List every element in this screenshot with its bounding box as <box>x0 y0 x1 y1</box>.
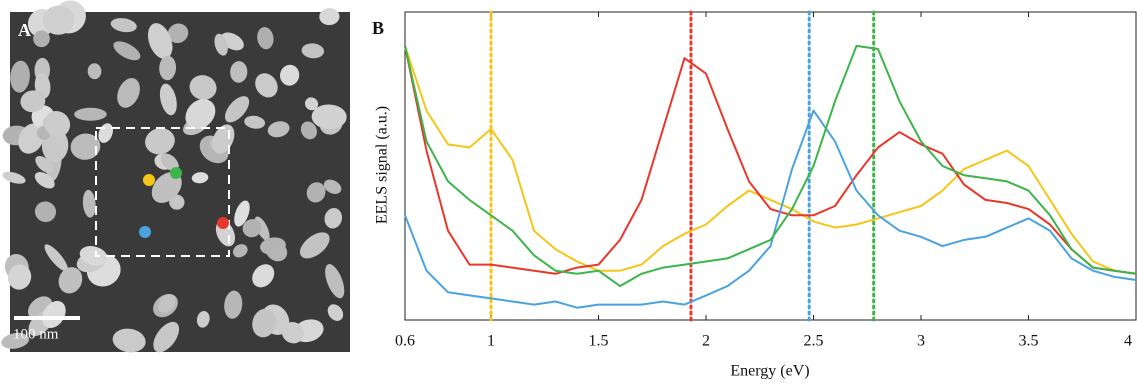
probe-dot <box>139 226 151 238</box>
x-tick-label: 4 <box>1124 333 1132 350</box>
x-tick-label: 1 <box>487 333 495 350</box>
particle <box>191 172 209 184</box>
particle <box>34 201 57 223</box>
particle <box>20 90 46 113</box>
particle <box>242 219 262 238</box>
particle <box>153 321 180 353</box>
particles <box>1 0 347 353</box>
particle <box>42 5 75 35</box>
spectrum-line <box>404 109 1137 309</box>
plot-frame <box>404 11 1137 321</box>
particle <box>82 189 96 218</box>
particle <box>70 133 101 160</box>
particle <box>42 300 66 329</box>
particle <box>160 153 179 172</box>
particle <box>300 121 317 140</box>
particle <box>34 172 55 189</box>
particle <box>327 304 344 321</box>
particle <box>113 41 141 61</box>
particle <box>267 121 290 138</box>
particle <box>257 27 274 50</box>
particle <box>35 155 54 174</box>
particle <box>167 23 189 44</box>
x-tick-label: 2.5 <box>804 333 824 350</box>
y-axis-label: EELS signal (a.u.) <box>374 106 391 224</box>
particle <box>196 310 210 328</box>
particle <box>244 115 266 129</box>
panel-label: A <box>18 20 31 40</box>
particle <box>299 232 330 259</box>
particle <box>110 18 137 33</box>
particle <box>311 104 347 130</box>
particle <box>224 290 243 319</box>
particle <box>325 264 345 299</box>
particle <box>158 294 176 313</box>
x-tick-label: 1.5 <box>589 333 609 350</box>
particle <box>306 182 326 203</box>
particle <box>112 328 146 353</box>
particle <box>301 43 325 59</box>
probe-dot <box>217 217 229 229</box>
particle <box>319 8 340 26</box>
particle <box>234 200 250 227</box>
particle <box>159 83 177 116</box>
particle <box>224 96 250 123</box>
sem-image: 100 nm A <box>1 0 350 353</box>
x-tick-label: 0.6 <box>395 333 415 350</box>
particle <box>87 63 102 80</box>
spectrum-line <box>404 45 1137 275</box>
particle <box>2 171 26 184</box>
x-axis-label: Energy (eV) <box>730 363 809 380</box>
spectrum-line <box>404 44 1137 288</box>
particle <box>151 172 182 203</box>
panel-label: B <box>372 18 384 38</box>
particle <box>185 99 216 130</box>
particle <box>252 308 277 338</box>
particle <box>145 128 175 155</box>
x-tick-label: 3 <box>917 333 925 350</box>
spectrum-line <box>404 45 1137 275</box>
particle <box>147 23 173 59</box>
particle <box>44 244 68 272</box>
particle <box>44 111 71 138</box>
particle <box>79 246 108 266</box>
particle <box>117 78 140 108</box>
scale-label: 100 nm <box>13 326 59 342</box>
probe-dot <box>170 167 182 179</box>
particle <box>1 332 30 349</box>
particle <box>252 264 275 288</box>
particle <box>159 55 177 81</box>
particle <box>280 64 300 86</box>
particle <box>189 75 217 100</box>
particle <box>304 97 319 111</box>
particle <box>230 61 248 83</box>
particle <box>232 244 248 258</box>
particle <box>74 107 107 121</box>
scale-bar <box>14 316 80 320</box>
particle <box>58 267 83 294</box>
particle <box>255 73 278 98</box>
particle <box>7 264 32 290</box>
x-tick-label: 2 <box>702 333 710 350</box>
particle <box>281 322 305 344</box>
particle <box>10 60 30 93</box>
probe-dot <box>143 174 155 186</box>
particle <box>324 207 343 229</box>
particle <box>214 33 228 56</box>
particle <box>260 237 286 255</box>
region-box <box>95 127 230 257</box>
particle <box>323 179 342 194</box>
particle <box>33 30 50 48</box>
x-tick-label: 3.5 <box>1019 333 1039 350</box>
